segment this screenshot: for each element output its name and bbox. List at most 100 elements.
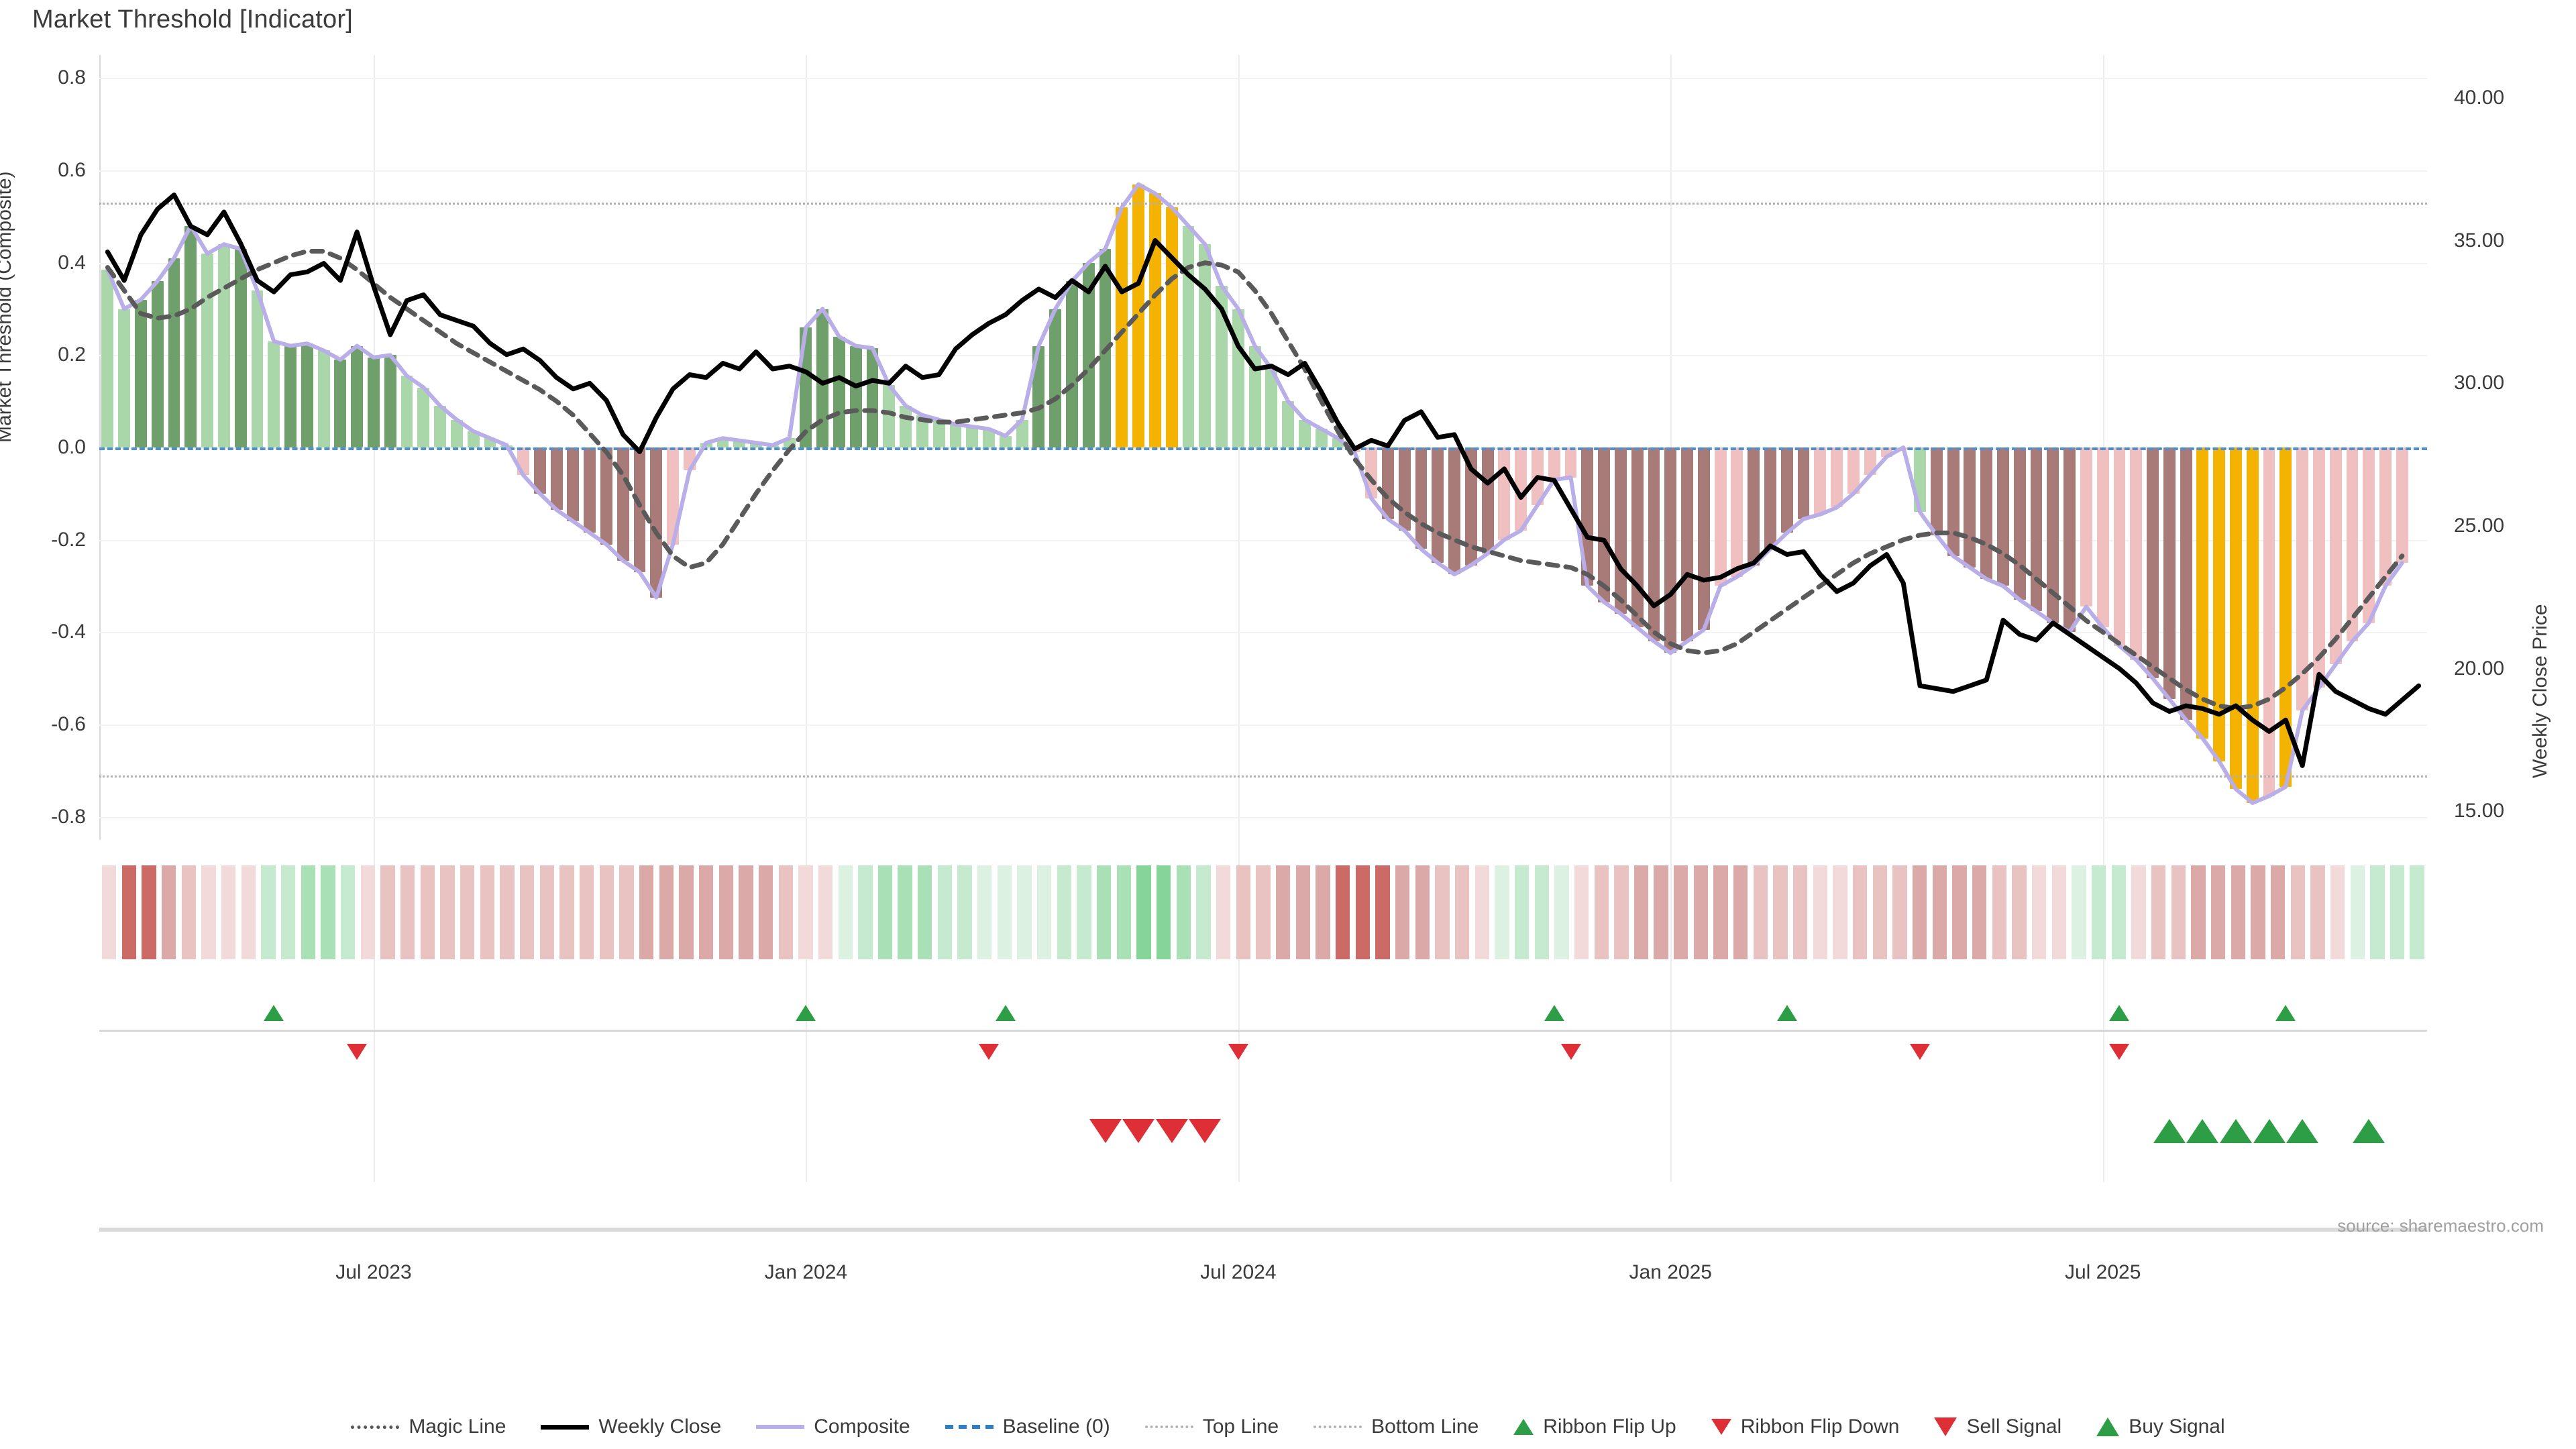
histogram-bar — [1581, 447, 1594, 586]
ribbon-segment — [2031, 865, 2047, 959]
ribbon-segment — [2350, 865, 2365, 959]
ribbon-segment — [559, 865, 574, 959]
ribbon-segment — [121, 865, 137, 959]
histogram-bar — [2263, 447, 2275, 796]
legend-item[interactable]: Buy Signal — [2096, 1415, 2225, 1438]
legend-item-label: Top Line — [1202, 1415, 1279, 1438]
ribbon-segment — [1713, 865, 1728, 959]
ribbon-segment — [1275, 865, 1291, 959]
ribbon-flip-up-marker — [796, 1005, 816, 1021]
ribbon-segment — [1534, 865, 1549, 959]
baseline-zero-line — [99, 447, 2427, 450]
histogram-bar — [916, 415, 928, 447]
ribbon-flip-up-marker — [1544, 1005, 1564, 1021]
legend-item[interactable]: Sell Signal — [1934, 1415, 2061, 1438]
triangle-up-icon — [2096, 1417, 2120, 1436]
legend-item[interactable]: Top Line — [1144, 1415, 1279, 1438]
ribbon-segment — [1435, 865, 1450, 959]
ribbon-segment — [2410, 865, 2424, 959]
legend-item-label: Buy Signal — [2129, 1415, 2225, 1438]
page-title: Market Threshold [Indicator] — [32, 5, 354, 34]
y-axis-left-label: Market Threshold (Composite) — [0, 171, 15, 443]
y-axis-left-tick-label: 0.4 — [58, 251, 86, 274]
ribbon-segment — [2251, 865, 2265, 959]
histogram-bar — [1648, 447, 1660, 642]
ribbon-segment — [400, 865, 415, 959]
ribbon-segment — [102, 865, 117, 959]
ribbon-segment — [778, 865, 793, 959]
legend-item[interactable]: Weekly Close — [541, 1415, 721, 1438]
line-series-overlay — [105, 182, 2422, 805]
histogram-bar — [1664, 447, 1677, 653]
ribbon-segment — [818, 865, 833, 959]
ribbon-segment — [798, 865, 813, 959]
histogram-bar — [567, 447, 580, 522]
ribbon-strip — [99, 865, 2427, 959]
ribbon-segment — [1693, 865, 1709, 959]
buy-signal-marker — [2253, 1119, 2286, 1143]
histogram-bar — [1116, 207, 1128, 447]
histogram-bar — [1182, 225, 1195, 447]
ribbon-segment — [539, 865, 554, 959]
ribbon-segment — [1654, 865, 1668, 959]
ribbon-segment — [221, 865, 236, 959]
histogram-bar — [1764, 447, 1776, 549]
top-line — [99, 203, 2427, 205]
x-axis-tick-label: Jul 2024 — [1200, 1261, 1277, 1283]
ribbon-segment — [698, 865, 714, 959]
histogram-bar — [650, 447, 663, 598]
ribbon-segment — [957, 865, 972, 959]
histogram-bar — [1831, 447, 1843, 508]
ribbon-segment — [1355, 865, 1370, 959]
flip-row-baseline — [99, 1030, 2427, 1032]
ribbon-segment — [1514, 865, 1529, 959]
histogram-bar — [2312, 447, 2325, 688]
ribbon-segment — [977, 865, 992, 959]
ribbon-segment — [639, 865, 654, 959]
sell-signal-marker — [1189, 1119, 1222, 1143]
ribbon-flip-down-marker — [347, 1044, 368, 1060]
ribbon-segment — [1236, 865, 1250, 959]
ribbon-flip-up-marker — [995, 1005, 1016, 1021]
histogram-bar — [1148, 193, 1161, 447]
ribbon-segment — [519, 865, 535, 959]
histogram-bar — [667, 447, 680, 545]
gridline — [99, 724, 2427, 726]
histogram-bar — [932, 419, 945, 447]
y-axis-right-tick-label: 20.00 — [2454, 657, 2505, 680]
histogram-bar — [2246, 447, 2259, 803]
source-attribution: source: sharemaestro.com — [2337, 1216, 2544, 1236]
ribbon-segment — [1932, 865, 1947, 959]
x-axis-tick-label: Jul 2023 — [335, 1261, 412, 1283]
ribbon-segment — [1335, 865, 1350, 959]
ribbon-segment — [1395, 865, 1410, 959]
legend-item[interactable]: Ribbon Flip Down — [1711, 1415, 1899, 1438]
ribbon-segment — [321, 865, 335, 959]
ribbon-segment — [440, 865, 455, 959]
histogram-bar — [1548, 447, 1560, 480]
ribbon-segment — [301, 865, 316, 959]
ribbon-segment — [360, 865, 376, 959]
ribbon-segment — [500, 865, 515, 959]
solid-line-icon — [756, 1425, 805, 1429]
histogram-bar — [1564, 447, 1577, 478]
buy-signal-marker — [2353, 1119, 2385, 1143]
ribbon-segment — [142, 865, 156, 959]
histogram-bar — [268, 341, 280, 447]
legend-item[interactable]: Bottom Line — [1313, 1415, 1479, 1438]
legend-item[interactable]: Magic Line — [351, 1415, 506, 1438]
y-axis-left-tick-label: -0.2 — [51, 528, 86, 551]
ribbon-segment — [1813, 865, 1828, 959]
ribbon-segment — [1415, 865, 1430, 959]
histogram-bar — [284, 345, 297, 447]
legend-item-label: Baseline (0) — [1002, 1415, 1110, 1438]
legend-item[interactable]: Baseline (0) — [945, 1415, 1110, 1438]
legend-item[interactable]: Composite — [756, 1415, 910, 1438]
ribbon-segment — [162, 865, 176, 959]
ribbon-segment — [2270, 865, 2286, 959]
histogram-bar — [1299, 419, 1311, 447]
y-axis-right-tick-label: 15.00 — [2454, 800, 2505, 822]
histogram-bar — [2230, 447, 2242, 790]
legend-item[interactable]: Ribbon Flip Up — [1513, 1415, 1676, 1438]
ribbon-segment — [1454, 865, 1470, 959]
